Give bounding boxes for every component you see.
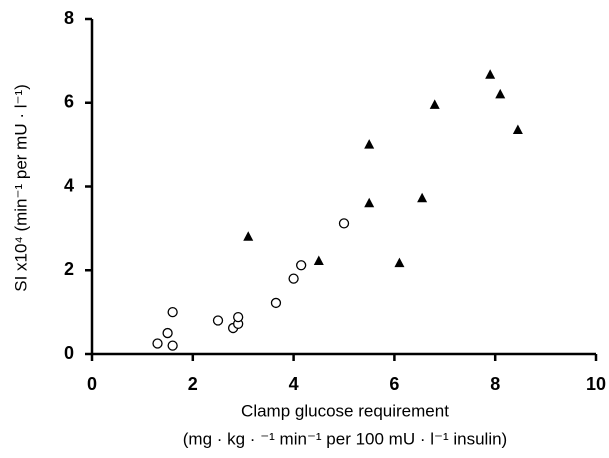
data-point: [485, 69, 496, 79]
data-point: [512, 124, 523, 134]
data-point: [167, 306, 178, 318]
data-point: [313, 255, 324, 266]
x-tick-label: 4: [289, 374, 299, 394]
data-point: [394, 257, 405, 268]
x-tick-label: 0: [87, 374, 97, 394]
data-point: [233, 311, 244, 323]
y-tick-label: 0: [64, 343, 74, 363]
y-tick-label: 8: [64, 8, 74, 28]
y-axis-label: SI x10⁴ (min⁻¹ per mU · l⁻¹): [11, 84, 30, 292]
y-tick-label: 4: [64, 175, 74, 195]
data-point: [429, 99, 440, 109]
data-point: [417, 192, 428, 203]
data-point: [152, 338, 163, 349]
data-point: [364, 197, 375, 208]
y-tick-label: 2: [64, 259, 74, 279]
data-point: [162, 327, 173, 339]
x-axis-label: (mg · kg · ⁻¹ min⁻¹ per 100 mU · l⁻¹ ins…: [183, 429, 507, 448]
data-point: [288, 273, 299, 284]
data-point: [495, 88, 506, 99]
x-axis-label: Clamp glucose requirement: [241, 401, 449, 420]
data-point: [212, 315, 224, 326]
x-tick-label: 8: [490, 374, 500, 394]
data-point: [338, 218, 350, 229]
x-tick-label: 10: [586, 374, 606, 394]
y-tick-label: 6: [64, 92, 74, 112]
data-point: [167, 340, 178, 351]
data-point: [270, 297, 282, 309]
x-tick-label: 2: [188, 374, 198, 394]
data-point: [243, 231, 254, 241]
x-tick-label: 6: [389, 374, 399, 394]
data-point: [296, 260, 307, 271]
data-point: [364, 139, 375, 149]
